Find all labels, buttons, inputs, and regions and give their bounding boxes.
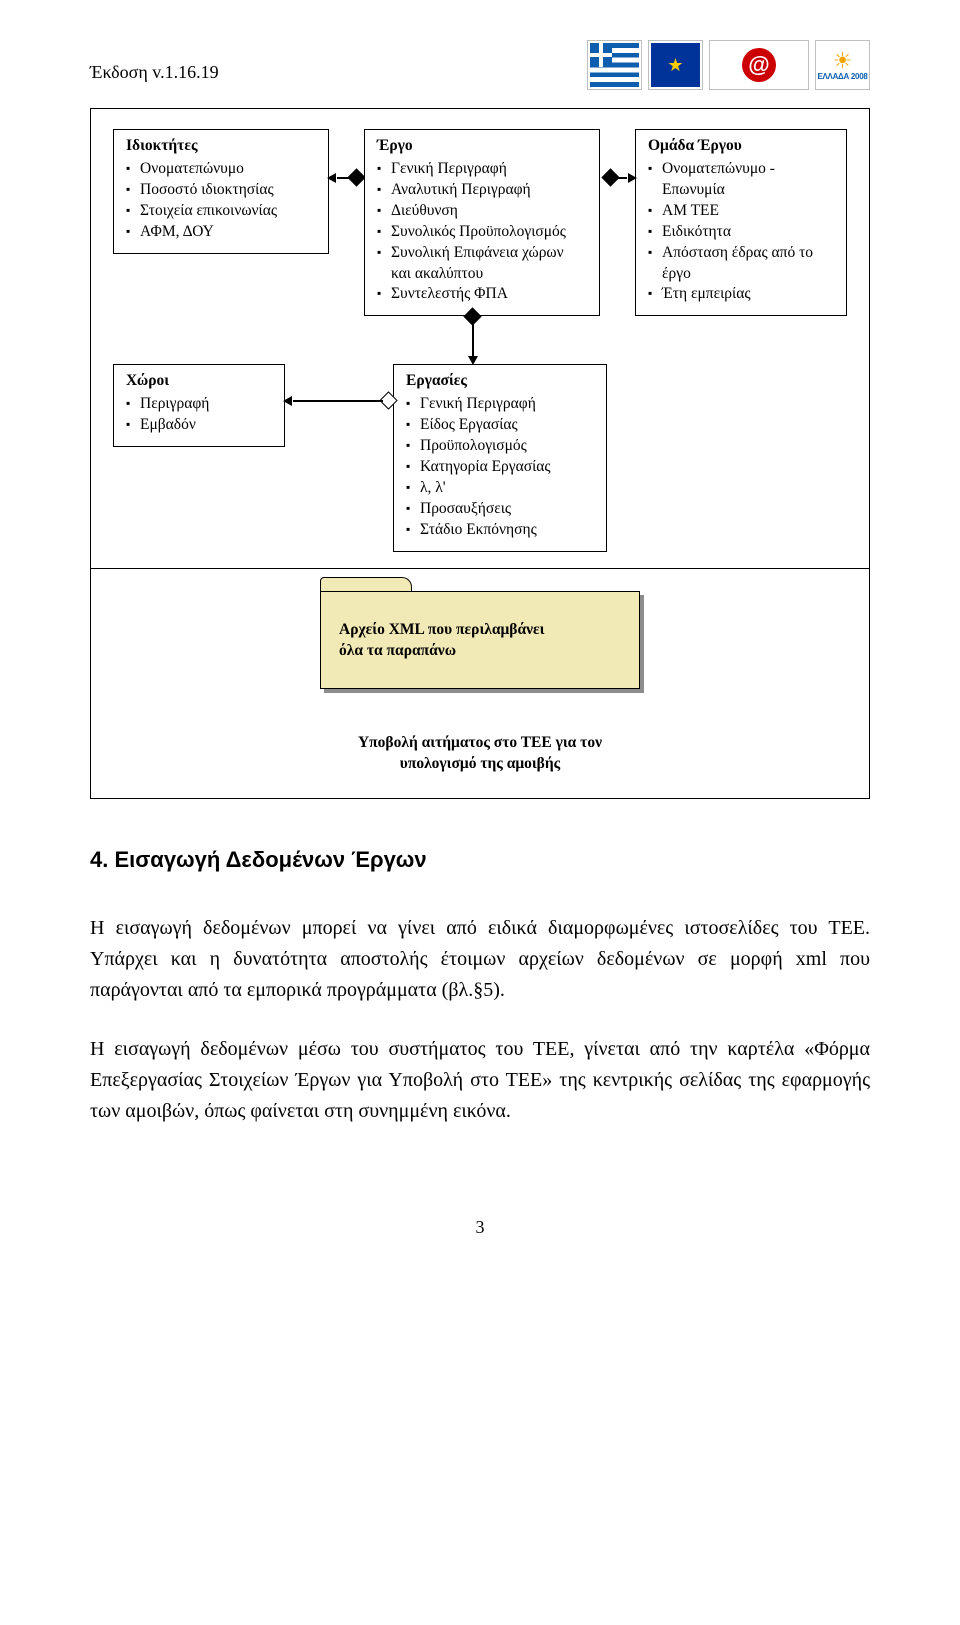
- list-item: Γενική Περιγραφή: [420, 394, 594, 415]
- greek-flag-icon: [587, 40, 642, 90]
- eu-flag-icon: ★: [648, 40, 703, 90]
- entity-team: Ομάδα Έργου Ονοματεπώνυμο - Επωνυμία ΑΜ …: [635, 129, 847, 316]
- section-heading: 4. Εισαγωγή Δεδομένων Έργων: [90, 847, 870, 873]
- list-item: ΑΜ ΤΕΕ: [662, 201, 834, 222]
- entity-project-list: Γενική Περιγραφή Αναλυτική Περιγραφή Διε…: [377, 159, 587, 305]
- paragraph-2: Η εισαγωγή δεδομένων μέσω του συστήματος…: [90, 1034, 870, 1127]
- entity-spaces: Χώροι Περιγραφή Εμβαδόν: [113, 364, 285, 447]
- at-logo-icon: @: [709, 40, 809, 90]
- list-item: Ποσοστό ιδιοκτησίας: [140, 180, 316, 201]
- page: Έκδοση v.1.16.19 ★ @ ☀ ΕΛΛΑΔΑ 2008: [0, 0, 960, 1625]
- submission-line1: Υποβολή αιτήματος στο ΤΕΕ για τον: [113, 733, 847, 754]
- entity-spaces-title: Χώροι: [126, 371, 272, 392]
- list-item: Συνολικός Προϋπολογισμός: [391, 222, 587, 243]
- entity-tasks-list: Γενική Περιγραφή Είδος Εργασίας Προϋπολο…: [406, 394, 594, 540]
- entity-owners-title: Ιδιοκτήτες: [126, 136, 316, 157]
- list-item: Συντελεστής ΦΠΑ: [391, 284, 587, 305]
- list-item: Ειδικότητα: [662, 222, 834, 243]
- body-text: Η εισαγωγή δεδομένων μπορεί να γίνει από…: [90, 913, 870, 1127]
- connector-project-team: [607, 171, 635, 185]
- submission-text: Υποβολή αιτήματος στο ΤΕΕ για τον υπολογ…: [113, 733, 847, 775]
- list-item: Προσαυξήσεις: [420, 499, 594, 520]
- entity-project: Έργο Γενική Περιγραφή Αναλυτική Περιγραφ…: [364, 129, 600, 316]
- folder-line1: Αρχείο XML που περιλαμβάνει: [339, 620, 621, 641]
- list-item: Έτη εμπειρίας: [662, 284, 834, 305]
- entity-team-list: Ονοματεπώνυμο - Επωνυμία ΑΜ ΤΕΕ Ειδικότη…: [648, 159, 834, 305]
- submission-line2: υπολογισμό της αμοιβής: [113, 754, 847, 775]
- list-item: Συνολική Επιφάνεια χώρων και ακαλύπτου: [391, 243, 587, 285]
- list-item: Γενική Περιγραφή: [391, 159, 587, 180]
- folder-line2: όλα τα παραπάνω: [339, 641, 621, 662]
- list-item: λ, λ': [420, 478, 594, 499]
- list-item: Διεύθυνση: [391, 201, 587, 222]
- greece-2008-figure-icon: ☀: [833, 50, 853, 72]
- diagram-separator: [91, 568, 869, 569]
- diagram-top-row: Ιδιοκτήτες Ονοματεπώνυμο Ποσοστό ιδιοκτη…: [113, 129, 847, 316]
- list-item: ΑΦΜ, ΔΟΥ: [140, 222, 316, 243]
- greece-2008-logo-icon: ☀ ΕΛΛΑΔΑ 2008: [815, 40, 870, 90]
- list-item: Εμβαδόν: [140, 415, 272, 436]
- list-item: Στοιχεία επικοινωνίας: [140, 201, 316, 222]
- at-symbol-icon: @: [742, 48, 776, 82]
- entity-spaces-list: Περιγραφή Εμβαδόν: [126, 394, 272, 436]
- list-item: Είδος Εργασίας: [420, 415, 594, 436]
- entity-owners: Ιδιοκτήτες Ονοματεπώνυμο Ποσοστό ιδιοκτη…: [113, 129, 329, 254]
- list-item: Ονοματεπώνυμο - Επωνυμία: [662, 159, 834, 201]
- connector-project-tasks: [466, 316, 480, 364]
- entity-tasks-title: Εργασίες: [406, 371, 594, 392]
- header-logos: ★ @ ☀ ΕΛΛΑΔΑ 2008: [587, 40, 870, 90]
- entity-project-title: Έργο: [377, 136, 587, 157]
- paragraph-1: Η εισαγωγή δεδομένων μπορεί να γίνει από…: [90, 913, 870, 1006]
- list-item: Αναλυτική Περιγραφή: [391, 180, 587, 201]
- list-item: Στάδιο Εκπόνησης: [420, 520, 594, 541]
- diagram-mid-row: Χώροι Περιγραφή Εμβαδόν Εργασίες Γενική …: [113, 364, 847, 551]
- eu-stars-icon: ★: [667, 55, 683, 76]
- page-number: 3: [90, 1217, 870, 1238]
- connector-spaces-tasks: [285, 394, 393, 408]
- diagram-frame: Ιδιοκτήτες Ονοματεπώνυμο Ποσοστό ιδιοκτη…: [90, 108, 870, 799]
- version-text: Έκδοση v.1.16.19: [90, 40, 219, 83]
- list-item: Περιγραφή: [140, 394, 272, 415]
- entity-team-title: Ομάδα Έργου: [648, 136, 834, 157]
- list-item: Κατηγορία Εργασίας: [420, 457, 594, 478]
- greece-2008-text: ΕΛΛΑΔΑ 2008: [817, 72, 867, 81]
- connector-owners-project: [329, 171, 361, 185]
- list-item: Απόσταση έδρας από το έργο: [662, 243, 834, 285]
- list-item: Ονοματεπώνυμο: [140, 159, 316, 180]
- folder-wrap: Αρχείο XML που περιλαμβάνει όλα τα παραπ…: [113, 591, 847, 689]
- page-header: Έκδοση v.1.16.19 ★ @ ☀ ΕΛΛΑΔΑ 2008: [90, 40, 870, 90]
- xml-folder-icon: Αρχείο XML που περιλαμβάνει όλα τα παραπ…: [320, 591, 640, 689]
- entity-owners-list: Ονοματεπώνυμο Ποσοστό ιδιοκτησίας Στοιχε…: [126, 159, 316, 243]
- list-item: Προϋπολογισμός: [420, 436, 594, 457]
- entity-tasks: Εργασίες Γενική Περιγραφή Είδος Εργασίας…: [393, 364, 607, 551]
